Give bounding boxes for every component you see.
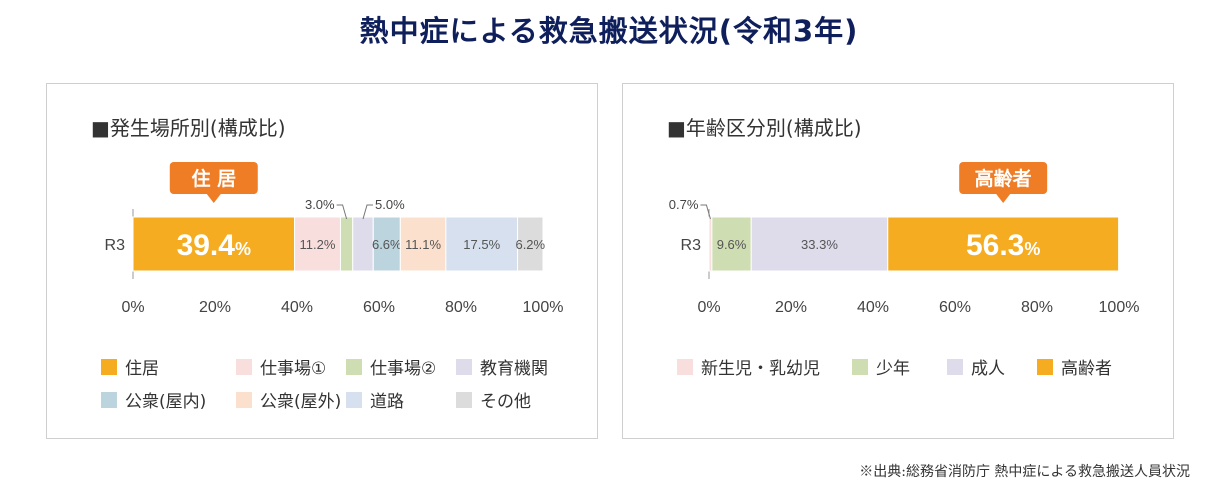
data-label: 6.6%: [372, 237, 402, 252]
data-label-major: 39.4%: [177, 229, 251, 262]
category-label: R3: [105, 237, 126, 254]
x-tick-label: 80%: [445, 299, 477, 316]
data-label-external: 5.0%: [375, 197, 405, 212]
x-tick-label: 0%: [697, 299, 720, 316]
legend-label: 新生児・乳幼児: [701, 359, 820, 379]
legend-item: 成人: [947, 354, 1005, 379]
legend-item: 住居: [101, 354, 159, 379]
leader-line: [700, 204, 711, 220]
legend-item: 道路: [346, 387, 404, 412]
legend-swatch: [947, 358, 963, 375]
x-tick-label: 100%: [523, 299, 564, 316]
data-label: 17.5%: [463, 237, 500, 252]
leader-line: [336, 204, 348, 220]
bar-segment: [399, 216, 447, 272]
bar-segment: [339, 216, 354, 272]
legend-swatch: [101, 391, 117, 408]
age-chart-title: ■年齢区分別(構成比): [667, 116, 862, 140]
legend-swatch: [236, 391, 252, 408]
legend-item: その他: [456, 387, 531, 412]
legend-swatch: [101, 358, 117, 375]
x-tick-label: 60%: [363, 299, 395, 316]
data-label-external: 3.0%: [305, 197, 335, 212]
legend-label: 道路: [370, 392, 404, 412]
bar-segment: [517, 216, 544, 272]
callout-pointer: [996, 194, 1011, 203]
leader-line: [362, 204, 374, 220]
legend-label: 公衆(屋外): [260, 392, 342, 412]
bar-segment: [711, 216, 752, 272]
legend-item: 高齢者: [1037, 354, 1112, 379]
legend-label: 少年: [876, 359, 910, 379]
legend-item: 少年: [852, 354, 910, 379]
data-label: 6.2%: [515, 237, 545, 252]
legend-label: 仕事場①: [260, 359, 327, 379]
bar-segment: [132, 216, 296, 272]
location-chart-panel: ■発生場所別(構成比) R3 0% 20% 40% 60% 80% 100% 39.4% 11.…: [46, 83, 598, 439]
location-stacked-bar-chart: R3 0% 20% 40% 60% 80% 100% 39.4% 11.2% 3.0% 5.0% 6.…: [105, 162, 564, 316]
legend-label: 仕事場②: [370, 359, 437, 379]
x-tick-label: 80%: [1021, 299, 1053, 316]
legend-item: 仕事場①: [236, 354, 326, 379]
bar-segment: [445, 216, 519, 272]
data-label-unit: %: [1024, 239, 1040, 259]
callout-box: [959, 162, 1048, 194]
legend-label: 住居: [125, 359, 159, 379]
age-stacked-bar-chart: R30% 20% 40% 60% 80% 100%0.7%9.6% 33.3% 56.3%高齢…: [669, 162, 1140, 316]
x-tick-label: 60%: [939, 299, 971, 316]
callout-box: [169, 162, 258, 194]
data-label-unit: %: [235, 239, 251, 259]
legend-swatch: [236, 358, 252, 375]
legend-label: 高齢者: [1061, 359, 1112, 379]
category-label: R3: [681, 237, 702, 254]
legend-item: 教育機関: [456, 354, 548, 379]
x-tick-label: 20%: [775, 299, 807, 316]
legend-item: 新生児・乳幼児: [677, 354, 820, 379]
callout-pointer: [206, 194, 221, 203]
legend-item: 仕事場②: [346, 354, 436, 379]
legend-label: 公衆(屋内): [125, 392, 207, 412]
bar-segment: [887, 216, 1120, 272]
callout-label: 高齢者: [975, 167, 1032, 190]
legend-item: 公衆(屋外): [236, 387, 341, 412]
legend-swatch: [456, 391, 472, 408]
legend-label: その他: [480, 392, 531, 412]
source-note: ※出典:総務省消防庁 熱中症による救急搬送人員状況: [859, 464, 1190, 480]
callout-label: 住 居: [191, 167, 236, 190]
age-chart-panel: ■年齢区分別(構成比) R3 0% 20% 40% 60% 80% 100% 0.7% 9.6%…: [622, 83, 1174, 439]
x-tick-label: 100%: [1099, 299, 1140, 316]
legend-swatch: [346, 358, 362, 375]
bar-segment: [750, 216, 889, 272]
legend-label: 成人: [971, 359, 1005, 379]
legend-swatch: [346, 391, 362, 408]
bar-segment: [352, 216, 374, 272]
legend-label: 教育機関: [480, 359, 548, 379]
legend-item: 公衆(屋内): [101, 387, 206, 412]
legend-swatch: [852, 358, 868, 375]
data-label: 11.1%: [405, 237, 441, 252]
x-tick-label: 40%: [281, 299, 313, 316]
x-tick-label: 0%: [121, 299, 144, 316]
legend-swatch: [456, 358, 472, 375]
legend-swatch: [677, 358, 693, 375]
data-label: 9.6%: [717, 237, 747, 252]
location-chart-title: ■発生場所別(構成比): [91, 116, 286, 140]
x-tick-label: 20%: [199, 299, 231, 316]
x-tick-label: 40%: [857, 299, 889, 316]
data-label: 33.3%: [801, 237, 838, 252]
legend-swatch: [1037, 358, 1053, 375]
data-label-external: 0.7%: [669, 197, 699, 212]
data-label: 11.2%: [300, 237, 336, 252]
page-title: 熱中症による救急搬送状況(令和3年): [359, 14, 859, 48]
